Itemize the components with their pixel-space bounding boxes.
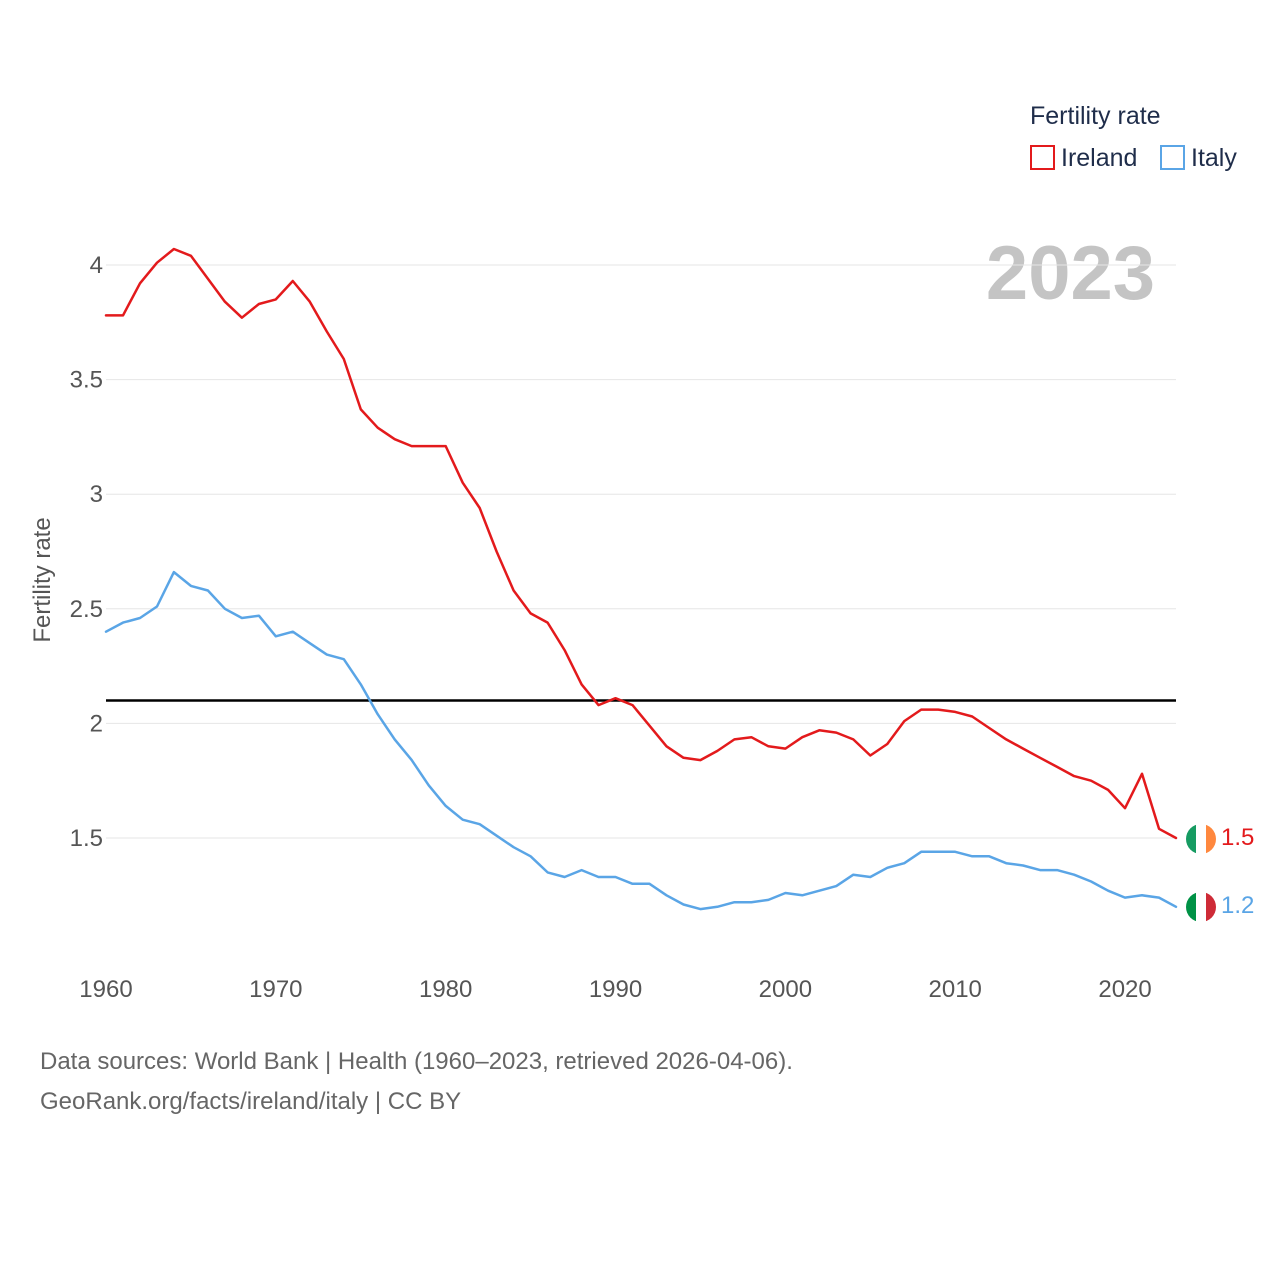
end-marker-italy: 1.2 <box>1186 892 1254 922</box>
legend-item-ireland[interactable]: Ireland <box>1030 144 1137 172</box>
x-tick-label: 2000 <box>759 976 812 1003</box>
ireland-flag-icon <box>1186 824 1216 854</box>
legend-label-italy: Italy <box>1191 144 1237 172</box>
y-axis-ticks: 1.5 2 2.5 3 3.5 4 <box>70 252 103 852</box>
italy-flag-icon <box>1186 892 1216 922</box>
legend-title: Fertility rate <box>1030 102 1161 130</box>
series-line-italy[interactable] <box>104 570 1178 911</box>
y-tick-label: 3 <box>90 481 103 508</box>
end-value-label-ireland: 1.5 <box>1221 824 1254 851</box>
y-tick-label: 2.5 <box>70 596 103 623</box>
x-tick-label: 2020 <box>1098 976 1151 1003</box>
series-group <box>104 247 1178 911</box>
y-tick-label: 4 <box>90 252 103 279</box>
x-axis-ticks: 1960 1970 1980 1990 2000 2010 2020 <box>79 976 1151 1003</box>
series-line-ireland[interactable] <box>104 247 1178 840</box>
end-marker-ireland: 1.5 <box>1186 824 1254 854</box>
y-axis-title: Fertility rate <box>29 517 56 642</box>
data-source-text: Data sources: World Bank | Health (1960–… <box>40 1048 793 1075</box>
x-tick-label: 1980 <box>419 976 472 1003</box>
grid <box>106 264 1176 839</box>
legend-swatch-ireland <box>1030 145 1055 170</box>
source-note: Data sources: World Bank | Health (1960–… <box>40 1042 793 1122</box>
y-tick-label: 1.5 <box>70 825 103 852</box>
x-tick-label: 1990 <box>589 976 642 1003</box>
y-tick-label: 2 <box>90 710 103 737</box>
x-tick-label: 2010 <box>929 976 982 1003</box>
chart: Fertility rate Ireland Italy 2023 Fertil… <box>29 102 1254 1003</box>
legend-swatch-italy <box>1160 145 1185 170</box>
y-tick-label: 3.5 <box>70 367 103 394</box>
end-value-label-italy: 1.2 <box>1221 892 1254 919</box>
x-tick-label: 1970 <box>249 976 302 1003</box>
legend: Fertility rate Ireland Italy <box>1030 102 1237 172</box>
legend-label-ireland: Ireland <box>1061 144 1137 172</box>
legend-item-italy[interactable]: Italy <box>1160 144 1237 172</box>
credit-link[interactable]: GeoRank.org/facts/ireland/italy | CC BY <box>40 1088 462 1115</box>
x-tick-label: 1960 <box>79 976 132 1003</box>
year-watermark: 2023 <box>986 231 1155 316</box>
